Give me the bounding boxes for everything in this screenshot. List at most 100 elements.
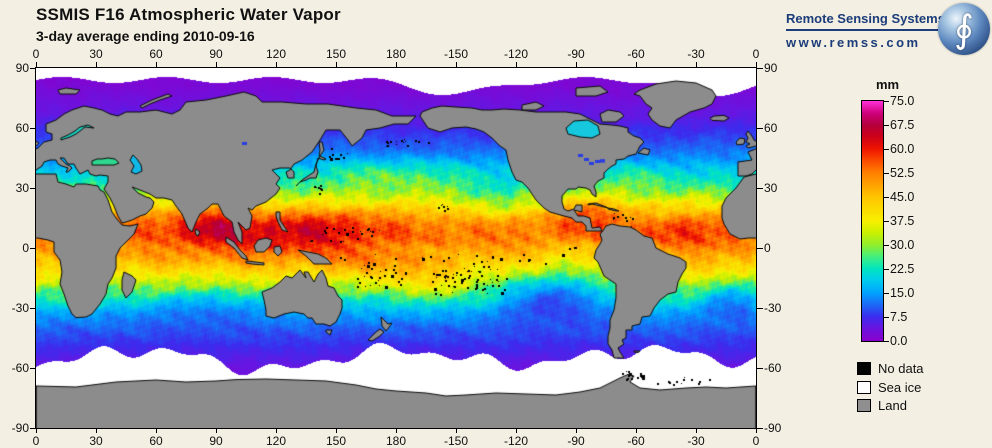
lon-tick-label: 0: [752, 434, 760, 448]
lon-tick-label: 30: [89, 47, 103, 61]
lat-tick-label: -30: [764, 301, 782, 315]
lat-tick-right: [757, 128, 763, 129]
lat-tick-label: -90: [11, 421, 29, 435]
lat-tick-label: 30: [764, 181, 778, 195]
lat-tick-label: 60: [764, 121, 778, 135]
lon-tick-top: [516, 62, 517, 67]
lat-tick-left: [30, 368, 35, 369]
legend-label: Land: [878, 398, 907, 413]
lat-tick-right: [757, 368, 763, 369]
lon-tick-label: 150: [325, 47, 347, 61]
legend-label: Sea ice: [878, 379, 922, 395]
remss-globe-logo: ∮: [938, 3, 990, 55]
lon-tick-label: -90: [567, 47, 585, 61]
colorbar: [861, 100, 884, 342]
lon-tick-top: [276, 62, 277, 67]
map-frame: [35, 67, 757, 429]
lon-tick-bottom: [576, 428, 577, 433]
lat-tick-left: [30, 428, 35, 429]
lon-tick-label: 90: [209, 434, 223, 448]
lon-tick-label: 120: [265, 434, 287, 448]
colorbar-tick: [883, 173, 889, 174]
lon-tick-top: [336, 62, 337, 67]
brand-url-link[interactable]: www.remss.com: [786, 35, 921, 50]
lat-tick-label: 60: [15, 121, 29, 135]
lat-tick-right: [757, 68, 763, 69]
lon-tick-bottom: [36, 428, 37, 433]
lon-tick-top: [216, 62, 217, 67]
lon-tick-bottom: [696, 428, 697, 433]
legend-swatch: [857, 362, 871, 375]
lon-tick-label: 180: [385, 434, 407, 448]
lon-tick-bottom: [216, 428, 217, 433]
lon-tick-label: 120: [265, 47, 287, 61]
page-title: SSMIS F16 Atmospheric Water Vapor: [36, 5, 341, 24]
lon-tick-label: 150: [325, 434, 347, 448]
colorbar-tick-label: 37.5: [890, 214, 915, 228]
colorbar-tick-label: 60.0: [890, 142, 915, 156]
lon-tick-bottom: [756, 428, 757, 433]
colorbar-tick-label: 22.5: [890, 262, 915, 276]
lat-tick-label: 0: [764, 241, 771, 255]
colorbar-tick: [883, 341, 889, 342]
lat-tick-right: [757, 248, 763, 249]
colorbar-tick-label: 67.5: [890, 118, 915, 132]
world-water-vapor-map: [36, 68, 756, 428]
lon-tick-label: 60: [149, 434, 163, 448]
colorbar-tick: [883, 197, 889, 198]
lon-tick-bottom: [336, 428, 337, 433]
lon-tick-label: -60: [627, 434, 645, 448]
lon-tick-top: [696, 62, 697, 67]
branding-block: Remote Sensing Systems www.remss.com: [786, 11, 950, 50]
lon-tick-bottom: [516, 428, 517, 433]
contour-integral-icon: ∮: [954, 7, 974, 51]
legend-swatch: [857, 380, 871, 394]
lat-tick-right: [757, 308, 763, 309]
colorbar-tick-label: 0.0: [890, 334, 908, 348]
lat-tick-label: -60: [764, 361, 782, 375]
lon-tick-label: -150: [443, 434, 469, 448]
legend-label: No data: [878, 361, 924, 376]
lat-tick-label: 0: [22, 241, 29, 255]
lat-tick-label: 90: [15, 61, 29, 75]
colorbar-tick-label: 30.0: [890, 238, 915, 252]
page-subtitle: 3-day average ending 2010-09-16: [36, 28, 255, 44]
lat-tick-left: [30, 308, 35, 309]
lon-tick-bottom: [456, 428, 457, 433]
lon-tick-top: [456, 62, 457, 67]
lon-tick-bottom: [636, 428, 637, 433]
lat-tick-left: [30, 128, 35, 129]
colorbar-unit-label: mm: [876, 77, 900, 92]
colorbar-tick-label: 52.5: [890, 166, 915, 180]
colorbar-tick-label: 45.0: [890, 190, 915, 204]
lon-tick-bottom: [96, 428, 97, 433]
legend-item: Land: [857, 398, 907, 413]
lon-tick-label: 0: [32, 47, 40, 61]
lat-tick-left: [30, 188, 35, 189]
lon-tick-bottom: [156, 428, 157, 433]
legend-item: No data: [857, 361, 924, 376]
colorbar-tick: [883, 293, 889, 294]
lon-tick-top: [756, 62, 757, 67]
lon-tick-label: 180: [385, 47, 407, 61]
colorbar-tick: [883, 125, 889, 126]
colorbar-tick: [883, 245, 889, 246]
colorbar-tick: [883, 101, 889, 102]
lon-tick-label: -30: [687, 434, 705, 448]
lon-tick-top: [96, 62, 97, 67]
lon-tick-bottom: [276, 428, 277, 433]
lon-tick-top: [156, 62, 157, 67]
lon-tick-label: -120: [503, 434, 529, 448]
lat-tick-label: -90: [764, 421, 782, 435]
colorbar-tick: [883, 317, 889, 318]
lon-tick-label: 0: [752, 47, 760, 61]
colorbar-tick-label: 7.5: [890, 310, 908, 324]
lon-tick-label: 90: [209, 47, 223, 61]
lat-tick-label: -60: [11, 361, 29, 375]
lat-tick-label: 90: [764, 61, 778, 75]
lat-tick-left: [30, 68, 35, 69]
lon-tick-top: [36, 62, 37, 67]
colorbar-tick-label: 75.0: [890, 94, 915, 108]
colorbar-tick: [883, 221, 889, 222]
